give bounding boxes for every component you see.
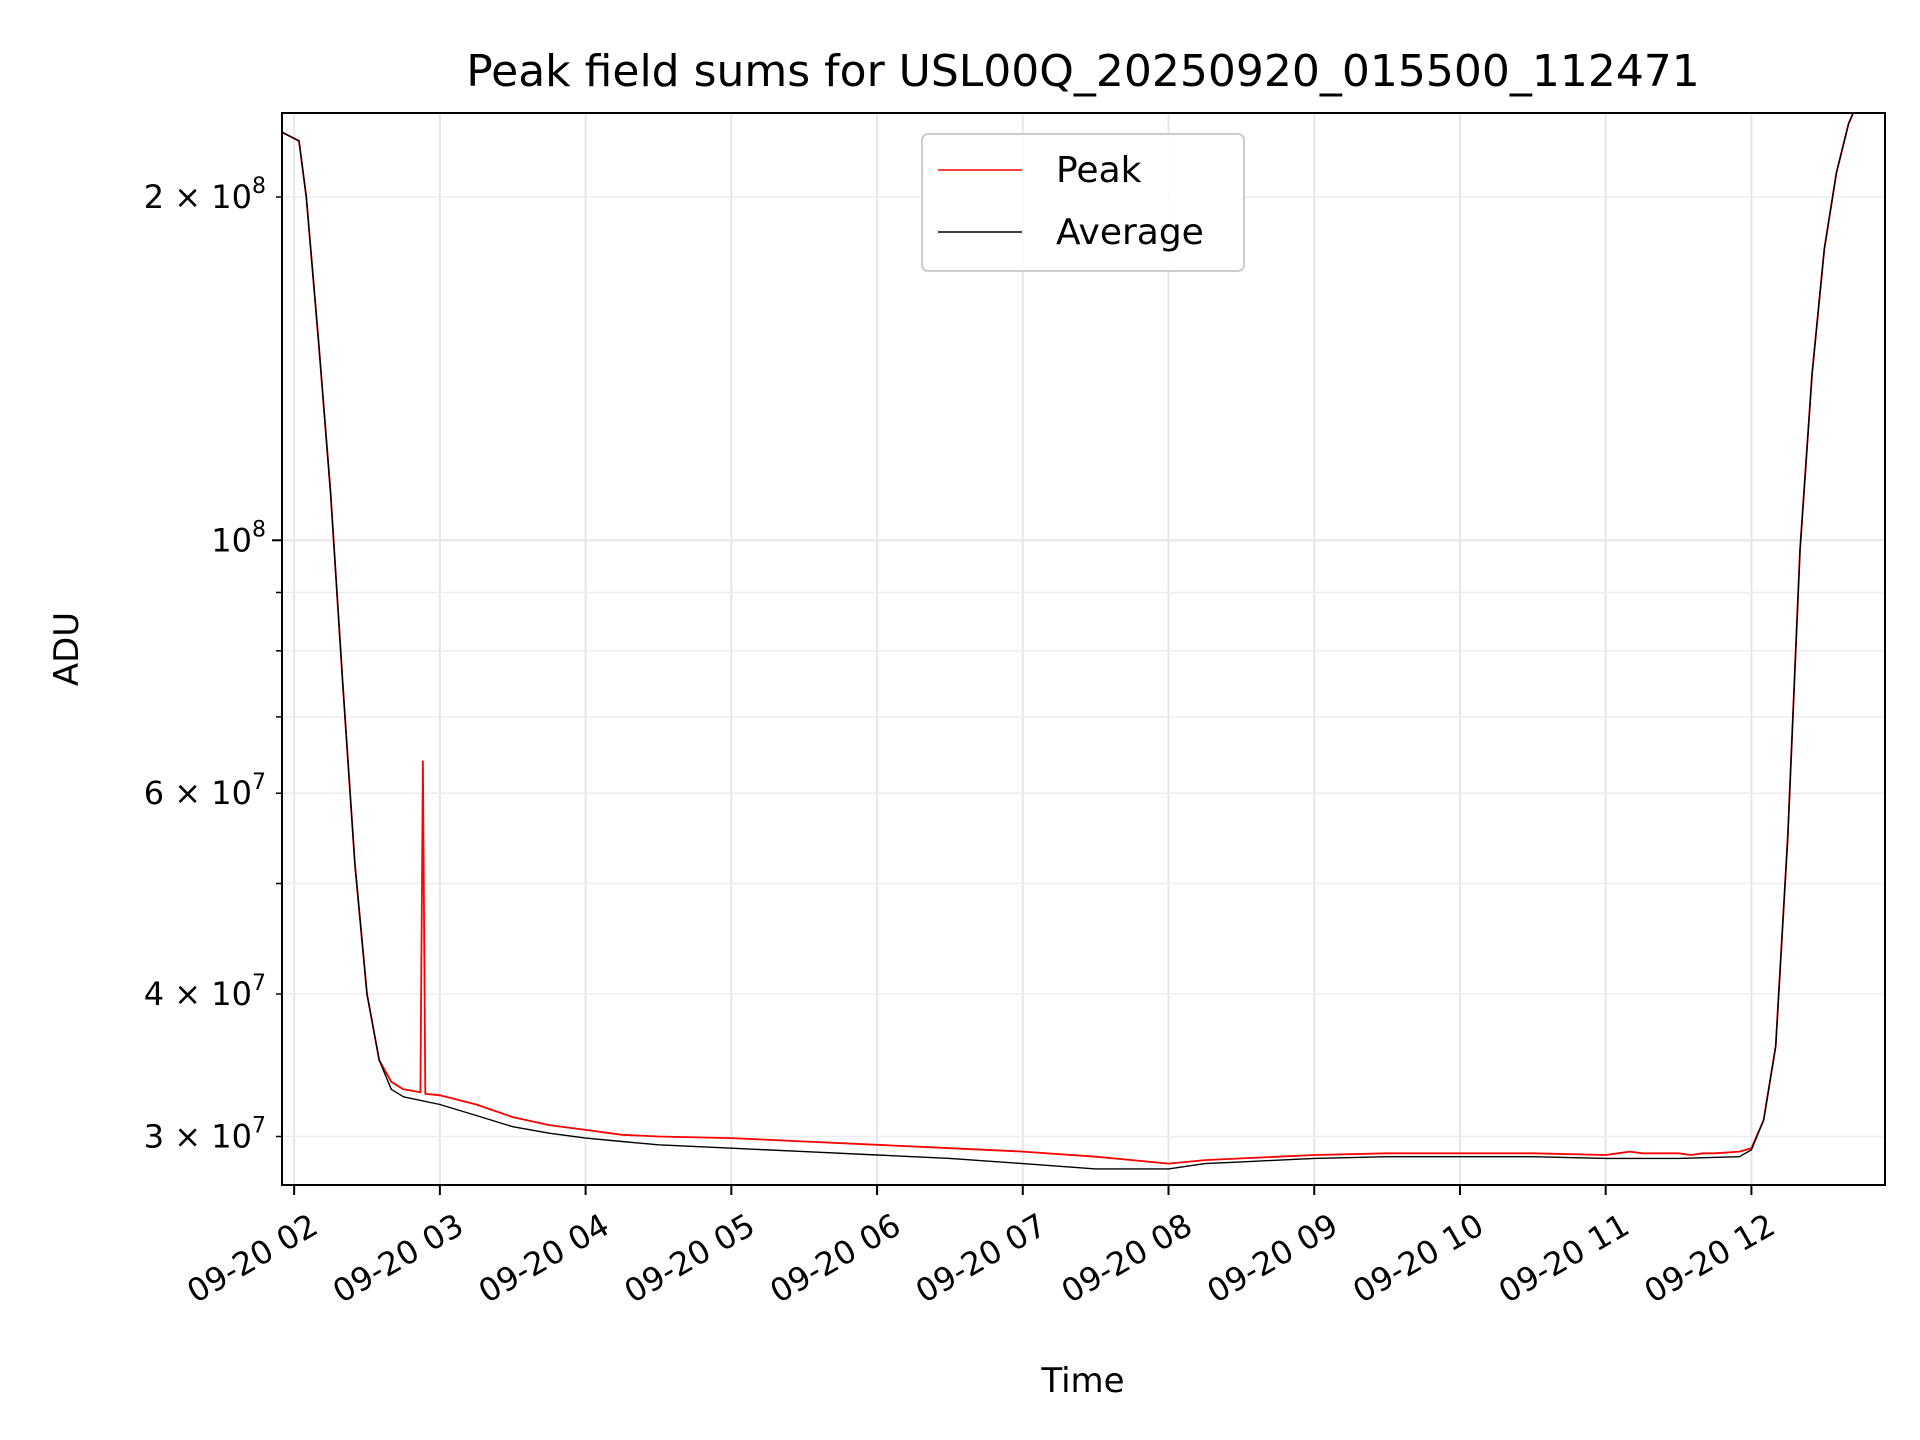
series-line-average xyxy=(282,113,1854,1170)
y-tick-label: 3 × 107 xyxy=(144,1113,266,1155)
grid-lines xyxy=(282,113,1885,1185)
chart-title: Peak field sums for USL00Q_20250920_0155… xyxy=(466,46,1700,97)
y-tick-label: 2 × 108 xyxy=(144,174,266,216)
series-lines xyxy=(282,113,1855,1170)
legend-label-peak: Peak xyxy=(1056,150,1142,191)
legend: Peak Average xyxy=(921,133,1245,272)
y-tick-label: 4 × 107 xyxy=(144,971,266,1013)
y-axis-title: ADU xyxy=(47,612,87,686)
y-axis-ticks: 108 3 × 107 4 × 107 6 × 107 2 × 108 xyxy=(144,174,282,1155)
y-tick-label: 6 × 107 xyxy=(144,770,266,812)
x-axis-title: Time xyxy=(1040,1361,1124,1401)
legend-label-average: Average xyxy=(1056,212,1204,253)
legend-box xyxy=(921,133,1245,272)
y-tick-label: 108 xyxy=(211,517,266,559)
plot-frame xyxy=(281,112,1886,1186)
